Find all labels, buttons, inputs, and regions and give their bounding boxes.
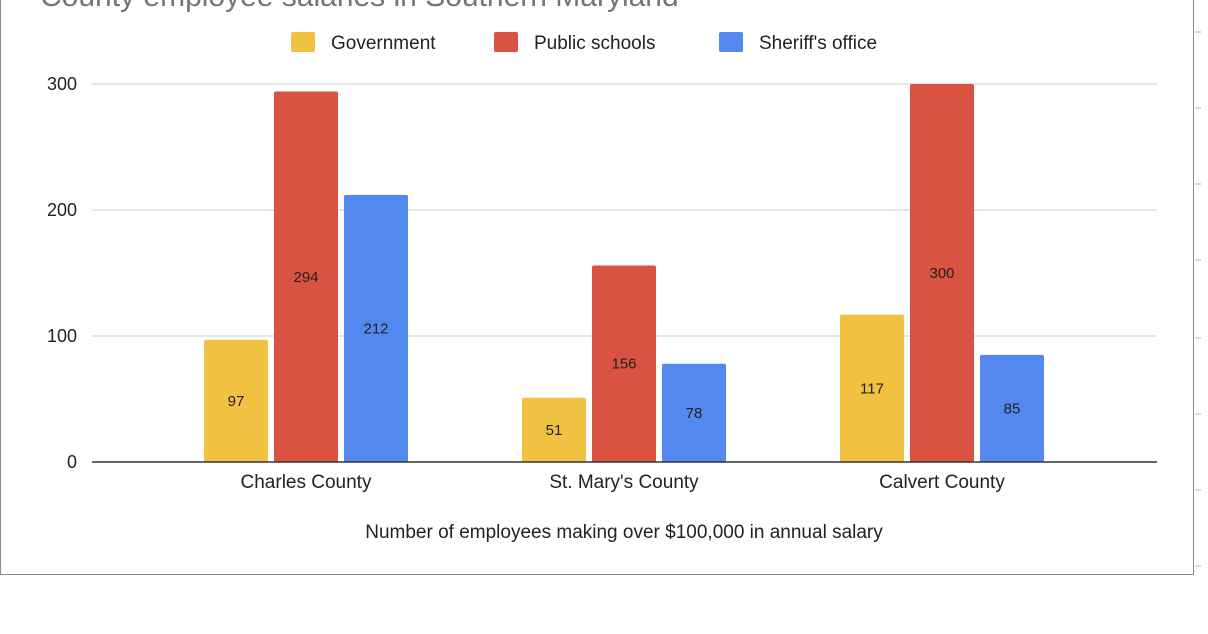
bar-data-label: 97 — [228, 393, 245, 410]
legend-label: Sheriff's office — [759, 33, 877, 54]
bar-data-label: 212 — [363, 320, 388, 337]
bar-sheriff-s-office-0 — [344, 194, 408, 462]
legend-swatch — [719, 32, 743, 52]
legend-swatch — [291, 32, 315, 52]
bar-chart: County employee salaries in Southern Mar… — [40, 0, 1157, 543]
bar-data-label: 294 — [293, 269, 318, 286]
legend: Government Public schools Sheriff's office — [291, 32, 877, 54]
bar-public-schools-1 — [592, 265, 656, 462]
bars — [204, 84, 1044, 462]
bar-data-label: 85 — [1004, 400, 1021, 417]
y-tick-label: 100 — [47, 326, 77, 346]
legend-label: Government — [331, 33, 436, 54]
legend-item: Sheriff's office — [719, 32, 877, 54]
legend-label: Public schools — [534, 33, 655, 54]
x-axis-category-label: St. Mary's County — [549, 472, 699, 493]
legend-item: Public schools — [494, 32, 655, 54]
y-tick-label: 300 — [47, 74, 77, 94]
bar-public-schools-2 — [910, 84, 974, 462]
bar-sheriff-s-office-2 — [980, 354, 1044, 462]
bar-government-0 — [204, 339, 268, 462]
y-tick-label: 0 — [67, 452, 77, 472]
y-axis-ticks: 0 100 200 300 — [47, 74, 77, 472]
bar-data-label: 156 — [611, 356, 636, 373]
bar-data-label: 51 — [546, 422, 563, 439]
chart-title: County employee salaries in Southern Mar… — [40, 0, 679, 13]
legend-item: Government — [291, 32, 436, 54]
x-axis-category-label: Calvert County — [879, 472, 1005, 493]
bar-sheriff-s-office-1 — [662, 363, 726, 462]
bar-data-label: 117 — [860, 380, 884, 397]
bar-data-label: 300 — [929, 265, 954, 282]
bar-data-labels: 97 294 212 51 156 78 117 300 85 — [228, 265, 1021, 439]
bar-government-2 — [840, 314, 904, 462]
x-axis-category-label: Charles County — [241, 472, 372, 493]
x-axis-category-labels: Charles County St. Mary's County Calvert C… — [241, 472, 1006, 493]
right-edge-ticks — [1195, 31, 1201, 567]
y-tick-label: 200 — [47, 200, 77, 220]
legend-swatch — [494, 32, 518, 52]
x-axis-label: Number of employees making over $100,000… — [365, 522, 883, 543]
bar-government-1 — [522, 397, 586, 462]
bar-data-label: 78 — [686, 405, 703, 422]
bar-public-schools-0 — [274, 91, 338, 462]
